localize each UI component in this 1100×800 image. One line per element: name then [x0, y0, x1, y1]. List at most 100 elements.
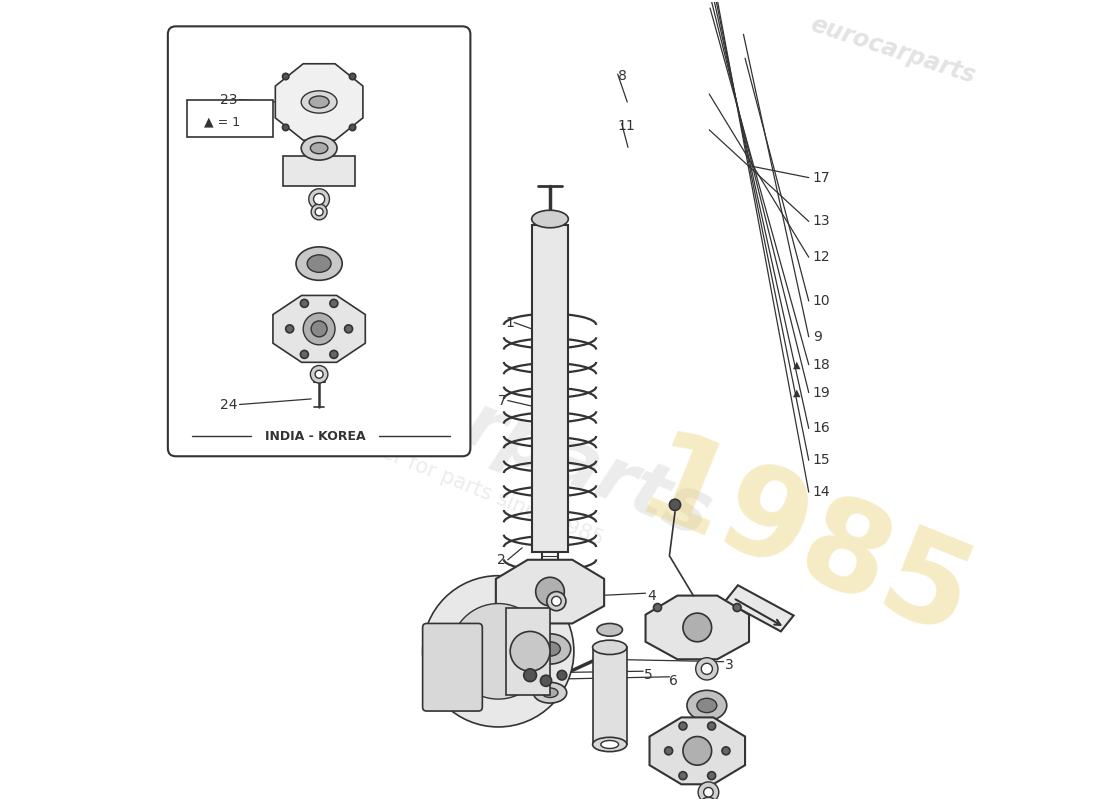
- Text: INDIA - KOREA: INDIA - KOREA: [265, 430, 365, 443]
- Text: 16: 16: [813, 422, 830, 435]
- Circle shape: [679, 772, 686, 780]
- Circle shape: [702, 663, 713, 674]
- Circle shape: [350, 74, 355, 80]
- Text: 1: 1: [505, 315, 514, 330]
- Circle shape: [330, 350, 338, 358]
- Text: 24: 24: [220, 398, 238, 411]
- Text: 3: 3: [725, 658, 734, 672]
- Ellipse shape: [540, 642, 560, 656]
- Ellipse shape: [601, 741, 618, 749]
- Circle shape: [310, 366, 328, 383]
- Text: 18: 18: [813, 358, 830, 372]
- Circle shape: [664, 747, 672, 755]
- Circle shape: [330, 299, 338, 307]
- Ellipse shape: [686, 690, 727, 721]
- Polygon shape: [275, 64, 363, 140]
- Circle shape: [653, 603, 661, 611]
- Circle shape: [695, 658, 718, 680]
- Ellipse shape: [593, 640, 627, 654]
- Ellipse shape: [597, 623, 623, 636]
- Ellipse shape: [296, 247, 342, 280]
- Circle shape: [698, 782, 718, 800]
- Circle shape: [311, 204, 327, 220]
- Text: 2: 2: [497, 553, 506, 566]
- Circle shape: [283, 74, 289, 80]
- Text: eurocarparts: eurocarparts: [806, 12, 978, 88]
- Text: 1985: 1985: [620, 422, 989, 665]
- Text: 17: 17: [813, 170, 830, 185]
- Text: ▲: ▲: [793, 387, 801, 398]
- Circle shape: [558, 670, 566, 680]
- Circle shape: [536, 578, 564, 606]
- Circle shape: [524, 669, 537, 682]
- Ellipse shape: [542, 688, 558, 698]
- Ellipse shape: [310, 142, 328, 154]
- Circle shape: [315, 370, 323, 378]
- Ellipse shape: [301, 136, 337, 160]
- Circle shape: [451, 603, 546, 699]
- Text: 19: 19: [813, 386, 830, 399]
- Circle shape: [683, 613, 712, 642]
- Circle shape: [315, 208, 323, 216]
- Circle shape: [300, 299, 308, 307]
- Polygon shape: [646, 595, 749, 659]
- Circle shape: [707, 722, 716, 730]
- Circle shape: [547, 592, 565, 610]
- Circle shape: [722, 747, 730, 755]
- Circle shape: [510, 631, 550, 671]
- Text: 13: 13: [813, 214, 830, 228]
- Text: 10: 10: [813, 294, 830, 308]
- Circle shape: [350, 124, 355, 130]
- Polygon shape: [284, 156, 355, 186]
- Circle shape: [311, 321, 327, 337]
- Bar: [593, 647, 627, 745]
- Text: 4: 4: [647, 589, 656, 602]
- Circle shape: [300, 350, 308, 358]
- Circle shape: [344, 325, 353, 333]
- Circle shape: [304, 313, 336, 345]
- Text: ▲ = 1: ▲ = 1: [204, 115, 240, 128]
- FancyBboxPatch shape: [422, 623, 482, 711]
- Ellipse shape: [697, 698, 717, 713]
- Ellipse shape: [534, 682, 566, 703]
- Bar: [531, 226, 569, 552]
- Circle shape: [679, 722, 686, 730]
- Text: eurocarparts: eurocarparts: [187, 280, 722, 553]
- Text: 15: 15: [813, 454, 830, 467]
- Polygon shape: [273, 295, 365, 362]
- Text: 5: 5: [644, 668, 652, 682]
- Circle shape: [701, 797, 716, 800]
- Text: 9: 9: [813, 330, 822, 344]
- Circle shape: [551, 596, 561, 606]
- Circle shape: [283, 124, 289, 130]
- Ellipse shape: [529, 634, 571, 664]
- Bar: [506, 607, 550, 695]
- Circle shape: [540, 675, 551, 686]
- Circle shape: [704, 787, 713, 797]
- Text: 12: 12: [813, 250, 830, 264]
- Text: 11: 11: [618, 119, 636, 133]
- Circle shape: [422, 576, 574, 727]
- Text: 23: 23: [220, 93, 238, 106]
- FancyBboxPatch shape: [168, 26, 471, 456]
- Ellipse shape: [307, 255, 331, 272]
- FancyBboxPatch shape: [187, 100, 273, 137]
- Circle shape: [286, 325, 294, 333]
- Ellipse shape: [309, 96, 329, 108]
- Circle shape: [733, 603, 741, 611]
- Polygon shape: [725, 586, 793, 631]
- Text: 7: 7: [497, 394, 506, 407]
- Circle shape: [707, 772, 716, 780]
- Circle shape: [314, 194, 324, 205]
- Ellipse shape: [531, 210, 569, 228]
- Text: 6: 6: [670, 674, 679, 688]
- Circle shape: [670, 499, 681, 510]
- Text: ▲: ▲: [793, 360, 801, 370]
- Text: a supplier for parts since 1985: a supplier for parts since 1985: [302, 411, 606, 550]
- Text: 8: 8: [618, 70, 627, 83]
- Ellipse shape: [301, 91, 337, 113]
- Ellipse shape: [593, 738, 627, 752]
- Polygon shape: [649, 718, 745, 784]
- Circle shape: [683, 737, 712, 765]
- Polygon shape: [496, 560, 604, 623]
